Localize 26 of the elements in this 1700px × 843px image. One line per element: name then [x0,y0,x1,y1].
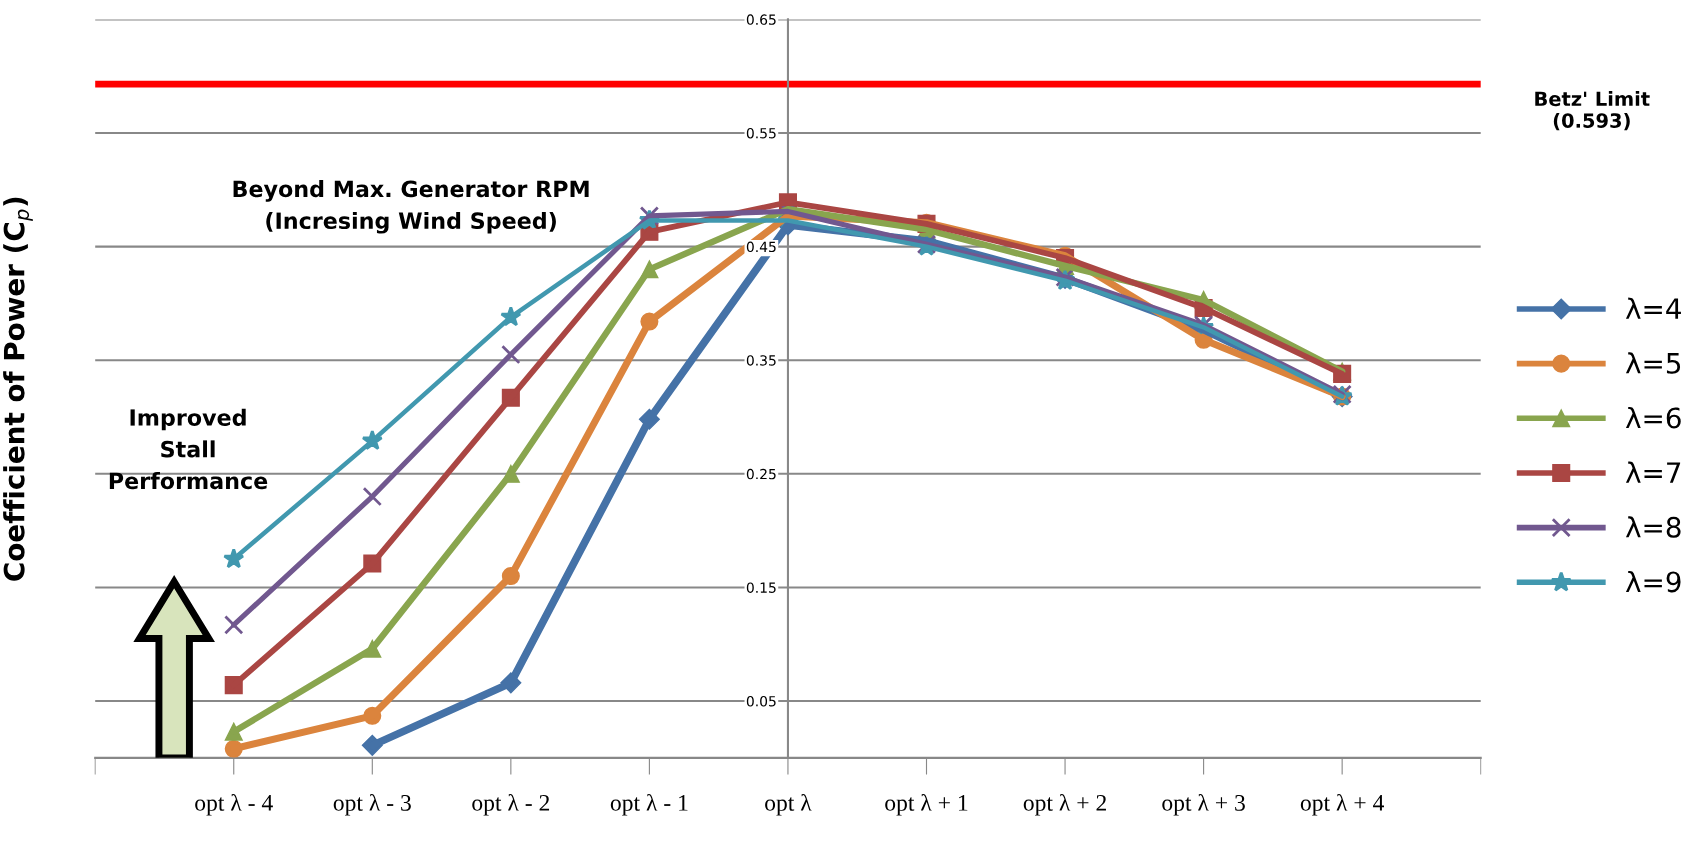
legend-label: λ=8 [1625,516,1681,538]
y-tick-label: 0.05 [746,696,776,707]
legend-label: λ=5 [1625,352,1681,374]
annotation: Improved Stall Performance [109,408,268,490]
x-tick-label: opt λ + 1 [885,793,968,816]
y-axis-title: Coefficient of Power (C$_{p}$) [3,197,33,581]
x-tick-label: opt λ - 3 [333,793,411,816]
annotation: Beyond Max. Generator RPM (Incresing Wind Speed) [233,180,589,234]
legend-label: λ=9 [1625,570,1681,593]
y-tick-label: 0.15 [746,582,776,593]
ref-line-label: Betz' Limit (0.593) [1535,91,1650,131]
y-tick-label: 0.45 [746,241,776,253]
legend-label: λ=6 [1625,406,1681,429]
x-tick-label: opt λ - 1 [610,793,688,816]
x-tick-label: opt λ + 3 [1162,793,1245,816]
y-tick-label: 0.35 [746,355,776,366]
y-tick-label: 0.55 [746,127,776,139]
y-tick-label: 0.65 [746,14,776,25]
x-tick-label: opt λ [765,793,812,816]
x-tick-label: opt λ + 2 [1023,793,1106,816]
legend-label: λ=7 [1625,461,1681,483]
x-tick-label: opt λ - 2 [472,793,550,816]
x-tick-label: opt λ - 4 [195,793,273,816]
y-tick-label: 0.25 [746,468,776,480]
x-tick-label: opt λ + 4 [1300,793,1385,816]
legend-label: λ=4 [1625,297,1681,319]
